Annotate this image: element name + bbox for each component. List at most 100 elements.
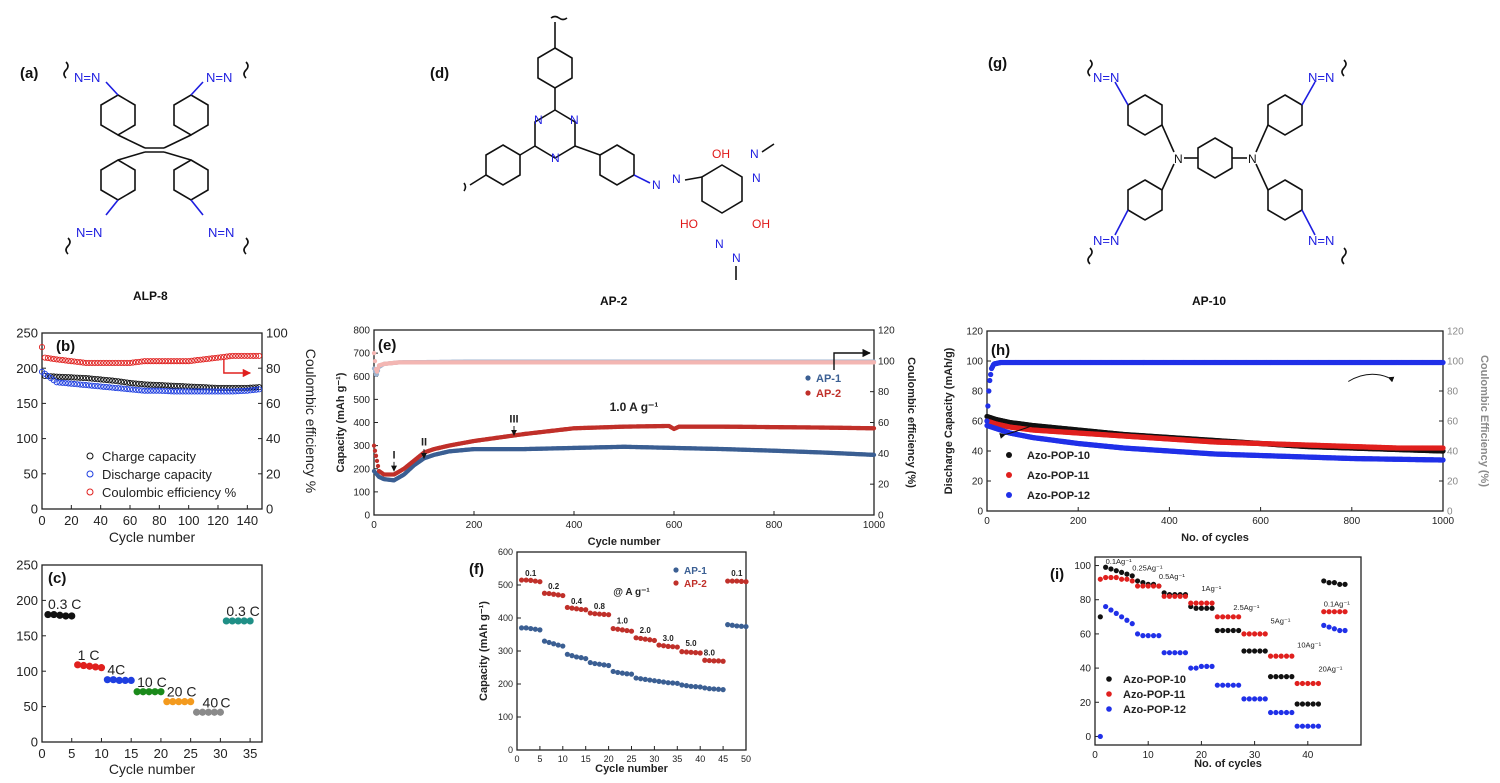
chart-h-ylabel: Discharge Capacity (mAh/g) [943,347,955,494]
chart-h-ytick-right-label: 40 [1447,447,1459,458]
chart-h-ytick-right-label: 20 [1447,477,1459,488]
chart-b-marker-2 [150,358,157,365]
chart-b-marker-1 [132,386,139,393]
svg-text:N=N: N=N [1308,70,1334,85]
chart-b-marker-2 [38,344,46,351]
chart-i-marker-0 [1209,605,1215,611]
chart-b-marker-0 [126,379,134,387]
chart-c-marker-6 [222,617,230,625]
svg-text:N: N [570,113,579,127]
chart-i-marker-1 [1177,593,1183,599]
chart-c-marker-5 [192,708,201,716]
chart-b-marker-1 [56,379,63,386]
chart-i-marker-2 [1262,696,1268,702]
chart-b-ytick-right-label: 100 [266,326,288,341]
chart-b-marker-0 [50,373,57,380]
chart-b-marker-1 [82,382,90,389]
chart-e-ytick-label: 400 [353,418,370,429]
chart-i-legend-marker [1106,691,1112,697]
chart-i-marker-1 [1273,653,1279,659]
chart-b-marker-0 [153,381,160,389]
chart-i-ytick-label: 100 [1074,561,1091,572]
chart-e-marker-1 [871,426,877,431]
chart-b-marker-1 [206,388,213,395]
chart-b-legend-marker [86,470,94,478]
chart-b-marker-2 [53,356,60,363]
chart-c-ytick-label: 250 [16,558,38,573]
chart-i-marker-1 [1129,578,1135,584]
chart-f-marker-0 [734,623,740,629]
chart-b-marker-0 [132,380,139,387]
chart-i-marker-1 [1166,593,1173,599]
chart-i-marker-1 [1193,600,1199,606]
chart-b-marker-0 [144,381,151,388]
chart-f-marker-1 [624,627,630,634]
chart-f-marker-1 [660,643,667,649]
chart-b-marker-0 [124,379,131,386]
chart-b-xtick-label: 120 [207,513,229,528]
chart-i-frame [1094,556,1362,746]
chart-b-marker-1 [53,379,60,386]
chart-f-marker-0 [596,661,603,667]
chart-f-marker-0 [518,625,525,631]
chart-i-marker-1 [1230,614,1236,620]
chart-b-marker-1 [179,388,186,395]
chart-f-xtick-label: 5 [537,754,542,764]
chart-b-marker-2 [80,359,87,366]
chart-i-annotation: 0.1Ag⁻¹ [1106,557,1133,566]
chart-b-marker-1 [162,387,169,395]
chart-b-marker-0 [74,374,81,381]
chart-e-annotation: I [392,449,395,461]
chart-h-xtick-label: 1000 [1432,516,1455,527]
chart-b-xtick-label: 40 [93,513,107,528]
chart-i-annotation: 0.5Ag⁻¹ [1159,572,1186,581]
chart-c-marker-2 [127,676,135,685]
chart-c-marker-4 [181,698,189,706]
chart-i-marker-2 [1315,723,1322,729]
chart-i-xlabel: No. of cycles [1194,758,1262,770]
chart-b-marker-0 [91,375,98,382]
chart-e-panel-label: (e) [378,337,396,354]
chart-b-legend-label: Charge capacity [102,449,196,464]
chart-i-marker-1 [1103,574,1109,581]
chart-b-xlabel: Cycle number [109,529,196,545]
chart-i-ytick-label: 40 [1080,664,1092,675]
chart-b-marker-1 [168,388,175,395]
svg-text:N=N: N=N [1093,70,1119,85]
chart-c-marker-0 [44,610,52,619]
chart-f-marker-0 [656,678,662,684]
chart-f-annotation: 3.0 [663,634,675,643]
chart-f-xlabel: Cycle number [595,763,668,775]
chart-c-marker-6 [228,617,236,625]
chart-b-marker-1 [244,387,251,394]
chart-b-marker-2 [44,355,51,362]
svg-text:N: N [672,172,681,186]
chart-b-marker-2 [238,352,245,359]
chart-b-marker-2 [91,359,98,366]
chart-b-marker-2 [214,354,222,361]
chart-f-marker-0 [711,686,717,692]
chart-b-marker-1 [94,383,101,390]
chart-c-marker-1 [74,661,82,669]
chart-f-marker-1 [743,579,749,585]
chart-b-marker-2 [156,358,163,365]
chart-b-marker-1 [212,388,219,395]
chart-h-marker-3 [987,377,993,384]
chart-i-marker-2 [1230,682,1236,688]
chart-h-arrow-ce [1348,373,1395,383]
chart-c-annotation: 10 C [137,674,167,690]
chart-i-marker-2 [1305,723,1311,729]
chart-i-marker-1 [1225,614,1231,620]
chart-f-marker-0 [720,687,726,693]
chart-c-xtick-label: 15 [124,746,138,761]
chart-h-ytick-right-label: 60 [1447,417,1459,428]
chart-b-marker-0 [203,384,210,391]
panel-label-a: (a) [20,65,38,82]
chart-i-marker-0 [1204,605,1210,611]
chart-b-marker-1 [232,388,239,395]
chart-i-marker-2 [1294,723,1300,729]
chart-b-marker-0 [41,372,48,379]
chart-f-marker-0 [702,685,708,691]
chart-b-marker-1 [147,387,154,394]
chart-e-ytick-right-label: 40 [878,449,890,460]
